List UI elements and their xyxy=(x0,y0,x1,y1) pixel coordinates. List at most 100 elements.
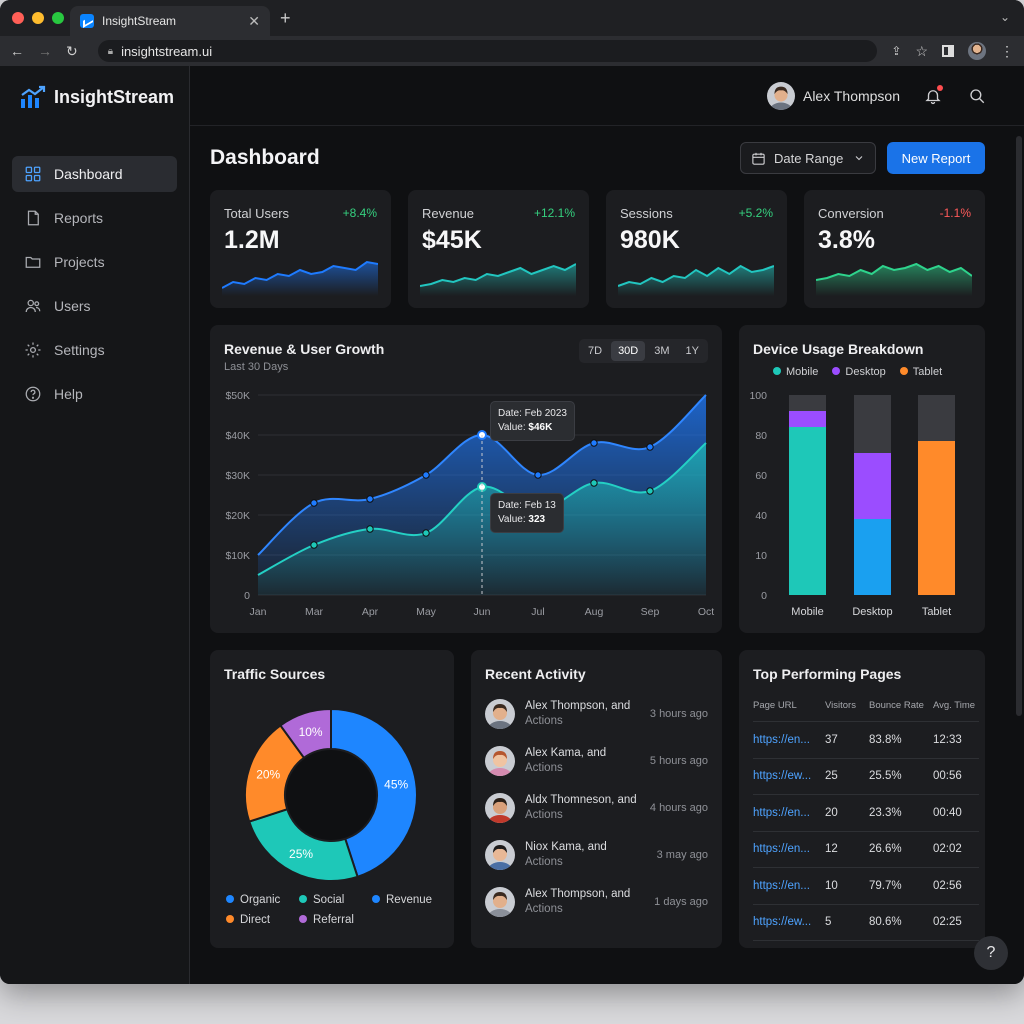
notifications-button[interactable] xyxy=(922,84,944,107)
bar-segment[interactable] xyxy=(789,411,826,427)
sidebar-item-users[interactable]: Users xyxy=(12,288,177,324)
minimize-window-button[interactable] xyxy=(32,12,44,24)
data-point[interactable] xyxy=(366,495,374,503)
close-window-button[interactable] xyxy=(12,12,24,24)
table-row[interactable]: https://ew... 25 25.5% 00:56 xyxy=(753,758,979,795)
page-url-link[interactable]: https://en... xyxy=(753,831,825,868)
share-icon[interactable]: ⇪ xyxy=(891,44,902,58)
scrollbar[interactable] xyxy=(1016,136,1022,716)
maximize-window-button[interactable] xyxy=(52,12,64,24)
data-point[interactable] xyxy=(646,443,654,451)
search-button[interactable] xyxy=(966,85,988,107)
avatar-face-icon xyxy=(485,746,515,776)
bookmark-star-icon[interactable]: ☆ xyxy=(915,42,928,59)
donut-slice[interactable] xyxy=(330,707,418,879)
sidebar-item-projects[interactable]: Projects xyxy=(12,244,177,280)
kpi-change: +12.1% xyxy=(533,206,575,220)
range-tab-1y[interactable]: 1Y xyxy=(685,345,699,357)
kpi-card[interactable]: Sessions +5.2% 980K xyxy=(606,190,787,308)
activity-time: 3 may ago xyxy=(656,849,708,861)
activity-avatar xyxy=(485,746,515,776)
activity-item[interactable]: Aldx Thomneson, and Actions 4 hours ago xyxy=(485,790,708,826)
legend-swatch xyxy=(899,367,908,375)
data-point[interactable] xyxy=(646,487,654,495)
url-field[interactable]: 🔒︎ insightstream.ui xyxy=(97,40,878,62)
range-tab-7d[interactable]: 7D xyxy=(588,345,603,357)
activity-item[interactable]: Alex Thompson, and Actions 1 days ago xyxy=(485,884,708,920)
legend-item: Tablet xyxy=(899,366,942,378)
profile-avatar[interactable] xyxy=(968,42,986,60)
page-url-link[interactable]: https://ew... xyxy=(753,904,825,941)
bar-segment[interactable] xyxy=(854,519,891,595)
kpi-card[interactable]: Total Users +8.4% 1.2M xyxy=(210,190,391,308)
browser-tab[interactable]: InsightStream ✕ xyxy=(70,6,270,36)
sidebar-toggle-icon[interactable] xyxy=(942,45,954,57)
sidebar-item-reports[interactable]: Reports xyxy=(12,200,177,236)
data-point[interactable] xyxy=(366,525,374,533)
table-row[interactable]: https://en... 12 26.6% 02:02 xyxy=(753,831,979,868)
growth-area-chart: 0 $10K $20K $30K $40K $50K Jan Mar Apr May Jun Jul A… xyxy=(225,390,714,618)
sidebar-item-settings[interactable]: Settings xyxy=(12,332,177,368)
forward-icon[interactable]: → xyxy=(38,43,52,59)
brand-name: InsightStream xyxy=(54,86,175,107)
column-header[interactable]: Page URL xyxy=(753,696,825,722)
device-bar-chart: 0 10 40 60 80 100 Mobile Desktop Tablet xyxy=(749,390,955,618)
help-button[interactable]: ? xyxy=(974,936,1008,970)
table-row[interactable]: https://en... 10 79.7% 02:56 xyxy=(753,867,979,905)
data-point[interactable] xyxy=(590,479,598,487)
bar-segment[interactable] xyxy=(918,441,955,595)
slice-label: 25% xyxy=(289,847,313,861)
reload-icon[interactable]: ↻ xyxy=(66,42,78,59)
date-range-dropdown[interactable]: Date Range xyxy=(740,142,876,174)
kpi-card[interactable]: Revenue +12.1% $45K xyxy=(408,190,589,308)
table-row[interactable]: https://en... 20 23.3% 00:40 xyxy=(753,794,979,832)
sidebar: InsightStream Dashboard Reports Projects Us… xyxy=(0,66,190,984)
back-icon[interactable]: ← xyxy=(10,43,24,59)
data-point[interactable] xyxy=(422,471,430,479)
page-url-link[interactable]: https://ew... xyxy=(753,758,825,795)
bar-segment[interactable] xyxy=(854,453,891,519)
page-url-link[interactable]: https://en... xyxy=(753,721,825,759)
sparkline-area xyxy=(222,262,378,296)
x-tick-label: Aug xyxy=(585,606,604,618)
page-url-link[interactable]: https://en... xyxy=(753,867,825,905)
activity-item[interactable]: Niox Kama, and Actions 3 may ago xyxy=(485,837,708,873)
activity-avatar xyxy=(485,699,515,729)
table-row[interactable]: https://ew... 5 80.6% 02:25 xyxy=(753,904,979,941)
activity-item[interactable]: Alex Kama, and Actions 5 hours ago xyxy=(485,743,708,779)
table-row[interactable]: https://en... 37 83.8% 12:33 xyxy=(753,721,979,759)
bar-segment[interactable] xyxy=(789,427,826,595)
range-tab-3m[interactable]: 3M xyxy=(654,345,670,357)
brand[interactable]: InsightStream xyxy=(0,82,189,112)
legend-swatch xyxy=(372,895,380,903)
bell-icon xyxy=(925,89,941,104)
column-header[interactable]: Avg. Time xyxy=(933,696,979,722)
range-tab-30d[interactable]: 30D xyxy=(611,341,646,361)
donut-slice[interactable] xyxy=(279,707,332,760)
data-point[interactable] xyxy=(310,541,318,549)
data-point[interactable] xyxy=(310,499,318,507)
donut-slice[interactable] xyxy=(247,807,359,882)
user-menu[interactable]: Alex Thompson xyxy=(766,81,900,110)
new-tab-button[interactable]: + xyxy=(280,8,291,28)
legend-item: Revenue xyxy=(372,894,436,906)
browser-menu-icon[interactable]: ⋮ xyxy=(1000,42,1014,59)
column-header[interactable]: Visitors xyxy=(825,696,869,722)
column-header[interactable]: Bounce Rate xyxy=(869,696,933,722)
legend-item: Organic xyxy=(226,894,299,906)
kpi-card[interactable]: Conversion -1.1% 3.8% xyxy=(804,190,985,308)
activity-sub: Actions xyxy=(525,903,563,915)
data-point[interactable] xyxy=(590,439,598,447)
sidebar-item-dashboard[interactable]: Dashboard xyxy=(12,156,177,192)
activity-item[interactable]: Alex Thompson, and Actions 3 hours ago xyxy=(485,696,708,732)
activity-time: 5 hours ago xyxy=(649,755,708,767)
legend-item: Social xyxy=(299,894,372,906)
close-tab-icon[interactable]: ✕ xyxy=(248,12,260,29)
data-point[interactable] xyxy=(422,529,430,537)
page-url-link[interactable]: https://en... xyxy=(753,794,825,832)
sidebar-item-help[interactable]: Help xyxy=(12,376,177,412)
new-report-button[interactable]: New Report xyxy=(887,142,985,174)
y-tick-label: $30K xyxy=(225,470,250,482)
tab-search-icon[interactable]: ⌄ xyxy=(999,10,1010,24)
data-point[interactable] xyxy=(534,471,542,479)
